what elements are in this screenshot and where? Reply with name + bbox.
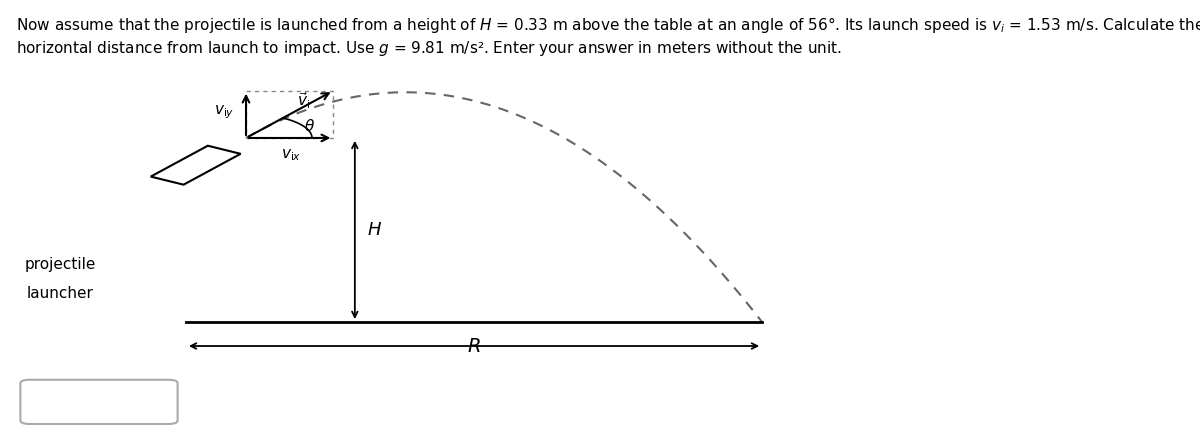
Text: Now assume that the projectile is launched from a height of $H$ = 0.33 m above t: Now assume that the projectile is launch…	[16, 15, 1200, 35]
Text: $v_{\mathrm{i}x}$: $v_{\mathrm{i}x}$	[281, 148, 301, 163]
Text: $v_{\mathrm{i}y}$: $v_{\mathrm{i}y}$	[214, 103, 234, 121]
Text: launcher: launcher	[26, 286, 94, 301]
Text: horizontal distance from launch to impact. Use $g$ = 9.81 m/s². Enter your answe: horizontal distance from launch to impac…	[16, 39, 841, 58]
Bar	[246, 91, 334, 138]
Text: $\vec{v}_{\mathrm{i}}$: $\vec{v}_{\mathrm{i}}$	[298, 90, 311, 111]
Text: $\theta$: $\theta$	[304, 118, 314, 134]
Text: $H$: $H$	[367, 221, 382, 239]
Text: projectile: projectile	[24, 258, 96, 272]
FancyBboxPatch shape	[20, 380, 178, 424]
Polygon shape	[151, 146, 241, 185]
Text: $R$: $R$	[467, 336, 481, 356]
